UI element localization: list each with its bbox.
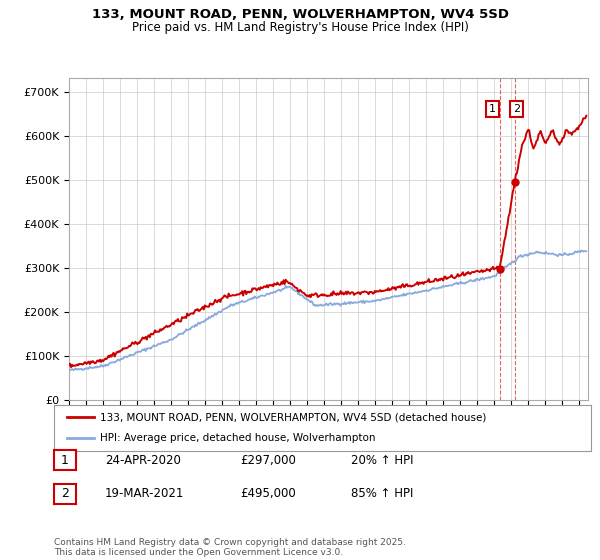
Text: 133, MOUNT ROAD, PENN, WOLVERHAMPTON, WV4 5SD: 133, MOUNT ROAD, PENN, WOLVERHAMPTON, WV… <box>91 8 509 21</box>
Text: 1: 1 <box>489 104 496 114</box>
Text: 19-MAR-2021: 19-MAR-2021 <box>105 487 184 501</box>
Text: 2: 2 <box>61 487 69 501</box>
Text: 2: 2 <box>513 104 520 114</box>
Text: £495,000: £495,000 <box>240 487 296 501</box>
Text: Price paid vs. HM Land Registry's House Price Index (HPI): Price paid vs. HM Land Registry's House … <box>131 21 469 34</box>
Text: 24-APR-2020: 24-APR-2020 <box>105 454 181 467</box>
Text: HPI: Average price, detached house, Wolverhampton: HPI: Average price, detached house, Wolv… <box>100 433 375 444</box>
Text: 1: 1 <box>61 454 69 467</box>
Text: 85% ↑ HPI: 85% ↑ HPI <box>351 487 413 501</box>
Text: £297,000: £297,000 <box>240 454 296 467</box>
Text: 133, MOUNT ROAD, PENN, WOLVERHAMPTON, WV4 5SD (detached house): 133, MOUNT ROAD, PENN, WOLVERHAMPTON, WV… <box>100 412 486 422</box>
Text: Contains HM Land Registry data © Crown copyright and database right 2025.
This d: Contains HM Land Registry data © Crown c… <box>54 538 406 557</box>
Text: 20% ↑ HPI: 20% ↑ HPI <box>351 454 413 467</box>
